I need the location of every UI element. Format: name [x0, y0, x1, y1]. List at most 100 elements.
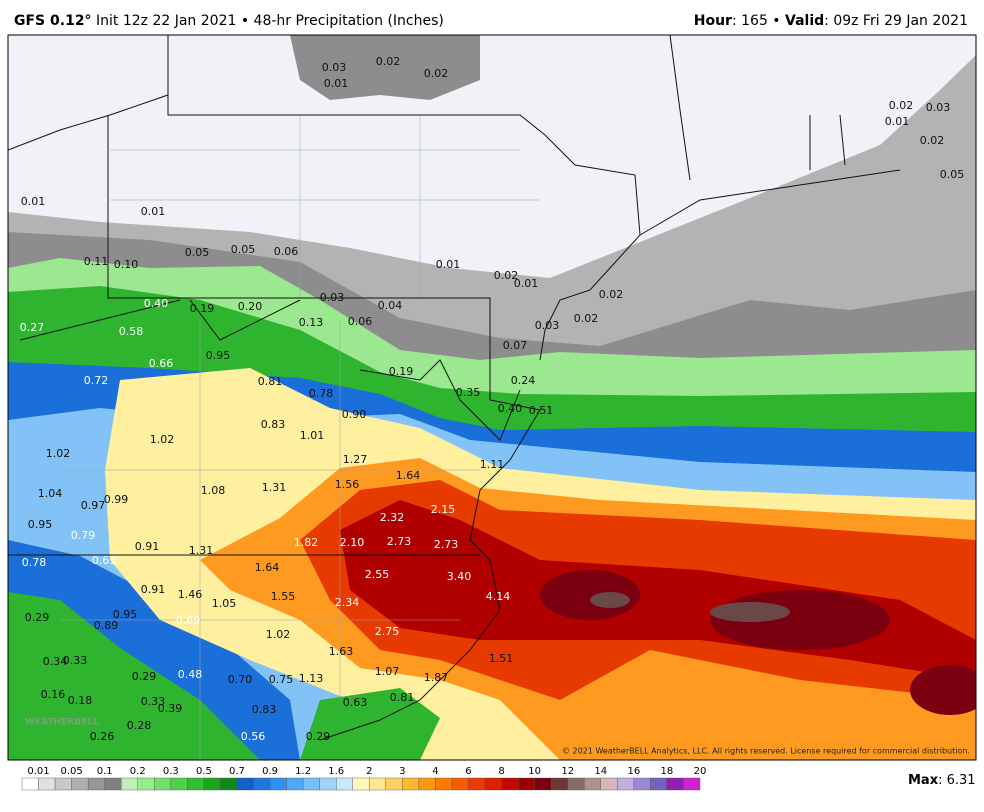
value-label: 0.99 [104, 493, 129, 506]
value-label: 0.81 [390, 691, 415, 704]
colorbar-cell [154, 777, 172, 791]
value-label: 0.95 [113, 608, 138, 621]
value-label: 0.01 [324, 77, 349, 90]
value-label: 1.55 [271, 590, 296, 603]
value-label: 1.11 [480, 458, 505, 471]
colorbar-cell [236, 777, 254, 791]
colorbar-label: 14 [594, 766, 607, 777]
value-label: 1.07 [375, 665, 400, 678]
value-label: 2.32 [380, 511, 405, 524]
value-label: 2.75 [375, 625, 400, 638]
value-label: 1.13 [299, 672, 324, 685]
colorbar-label: 18 [661, 766, 674, 777]
value-label: 0.02 [376, 55, 401, 68]
map: WEATHERBELL 0.03 0.020.020.010.02 0.030.01… [8, 35, 976, 760]
colorbar-cell [302, 777, 320, 791]
value-label: 0.01 [436, 258, 461, 271]
value-label: 0.07 [503, 339, 528, 352]
valid-val: : 09z Fri 29 Jan 2021 [824, 13, 968, 29]
value-label: 2.73 [387, 535, 412, 548]
value-label: 0.20 [238, 300, 263, 313]
value-label: 0.06 [274, 245, 299, 258]
colorbar-label: 0.05 [60, 766, 82, 777]
value-label: 0.66 [149, 357, 174, 370]
colorbar-cell [484, 777, 502, 791]
colorbar-cell [617, 777, 635, 791]
value-label: 0.05 [185, 246, 210, 259]
colorbar-label: 1.2 [295, 766, 311, 777]
colorbar-cell [71, 777, 89, 791]
colorbar-label: 20 [694, 766, 707, 777]
colorbar-cell [187, 777, 205, 791]
value-label: 1.64 [396, 469, 421, 482]
value-label: 1.05 [212, 597, 237, 610]
value-label: 1.82 [294, 536, 319, 549]
colorbar-cell [418, 777, 436, 791]
colorbar-cell [567, 777, 585, 791]
colorbar-cell [21, 777, 39, 791]
colorbar-cell [121, 777, 138, 791]
value-label: 0.91 [135, 540, 160, 553]
hour-key: Hour [694, 13, 732, 29]
value-label: 1.63 [329, 645, 354, 658]
value-label: 0.40 [144, 297, 169, 310]
value-label: 0.89 [94, 619, 119, 632]
value-label: 0.34 [43, 655, 68, 668]
colorbar-label: 16 [627, 766, 640, 777]
value-label: 0.69 [176, 614, 201, 627]
value-label: 2.73 [434, 538, 459, 551]
colorbar-cell [54, 777, 72, 791]
value-label: 0.70 [228, 673, 253, 686]
colorbar-cell [666, 777, 684, 791]
colorbar-cell [534, 777, 552, 791]
colorbar-cell [683, 777, 701, 791]
colorbar-cell [335, 777, 353, 791]
colorbar-label: 0.9 [262, 766, 278, 777]
value-label: 0.01 [885, 115, 910, 128]
init: Init 12z 22 Jan 2021 • 48-hr Precipitati… [96, 13, 444, 29]
colorbar-cell [402, 777, 420, 791]
value-label: 0.83 [261, 418, 286, 431]
colorbar-label: 4 [432, 766, 438, 777]
colorbar-cell [286, 777, 304, 791]
value-label: 1.02 [150, 433, 175, 446]
colorbar-label: 10 [528, 766, 541, 777]
value-label: 0.35 [456, 386, 481, 399]
copyright: © 2021 WeatherBELL Analytics, LLC. All r… [562, 747, 970, 756]
colorbar-label: 1.6 [328, 766, 344, 777]
value-label: 0.91 [141, 583, 166, 596]
colorbar-cell [517, 777, 535, 791]
value-label: 0.01 [514, 277, 539, 290]
map-frame [7, 34, 977, 761]
colorbar-cell [435, 777, 453, 791]
colorbar-cell [269, 777, 287, 791]
value-label: 0.40 [498, 402, 523, 415]
model: GFS 0.12° [14, 13, 92, 29]
value-label: 1.02 [46, 447, 71, 460]
value-label: 0.10 [114, 258, 139, 271]
value-label: 0.28 [127, 719, 152, 732]
value-label: 0.02 [920, 134, 945, 147]
colorbar-label: 3 [399, 766, 405, 777]
colorbar-label: 8 [498, 766, 504, 777]
colorbar-cell [87, 777, 105, 791]
value-label: 1.31 [189, 544, 214, 557]
value-label: 0.56 [241, 730, 266, 743]
colorbar-label: 12 [561, 766, 574, 777]
value-label: 0.24 [511, 374, 536, 387]
value-label: 0.63 [343, 696, 368, 709]
value-label: 1.51 [489, 652, 514, 665]
colorbar-cell [501, 777, 519, 791]
value-label: 0.05 [231, 243, 256, 256]
value-label: 0.75 [269, 673, 294, 686]
colorbar-cell [600, 777, 618, 791]
value-label: 0.81 [258, 375, 283, 388]
value-label: 0.63 [92, 554, 117, 567]
value-label: 0.27 [20, 321, 45, 334]
colorbar-label: 0.5 [196, 766, 212, 777]
value-label: 0.02 [574, 312, 599, 325]
value-label: 0.19 [190, 302, 215, 315]
colorbar-cell [170, 777, 188, 791]
colorbar-cell [468, 777, 486, 791]
value-label: 0.02 [599, 288, 624, 301]
